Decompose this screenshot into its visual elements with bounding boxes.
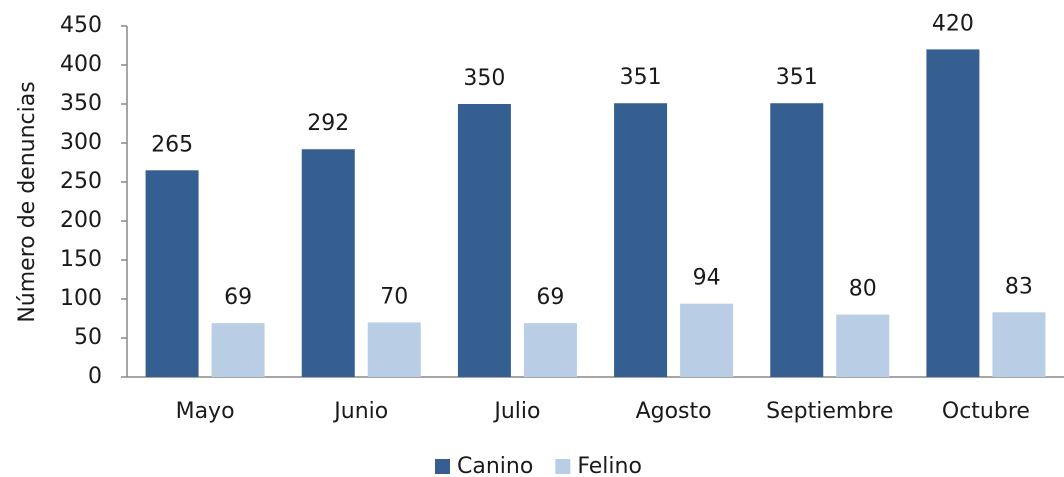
data-label: 69 (536, 285, 564, 310)
data-label: 69 (224, 285, 252, 310)
bar (523, 323, 577, 377)
legend-swatch (555, 459, 571, 474)
bar (457, 104, 511, 377)
y-tick-label: 0 (88, 364, 102, 389)
data-label: 94 (693, 266, 721, 291)
y-tick-label: 100 (60, 286, 102, 311)
y-tick-label: 300 (60, 130, 102, 155)
y-tick-label: 50 (74, 325, 102, 350)
y-tick-label: 250 (60, 169, 102, 194)
y-axis-label: Número de denuncias (15, 81, 40, 322)
data-label: 351 (776, 65, 818, 90)
x-tick-label: Julio (492, 399, 540, 424)
bar (680, 303, 734, 377)
bar (770, 103, 824, 377)
data-label: 80 (849, 277, 877, 302)
x-tick-label: Septiembre (766, 399, 893, 424)
bar (836, 314, 890, 377)
x-tick-label: Mayo (176, 399, 235, 424)
y-tick-label: 450 (60, 13, 102, 38)
x-tick-label: Agosto (636, 399, 712, 424)
data-label: 350 (463, 66, 505, 91)
bar (211, 323, 265, 377)
data-label: 265 (151, 132, 193, 157)
x-tick-label: Junio (332, 399, 388, 424)
legend-label: Felino (577, 454, 642, 477)
data-label: 351 (620, 65, 662, 90)
y-tick-label: 400 (60, 52, 102, 77)
bar (926, 49, 980, 378)
y-tick-label: 200 (60, 208, 102, 233)
data-label: 70 (380, 284, 408, 309)
bar (145, 170, 199, 377)
bar (992, 312, 1046, 377)
bar (367, 322, 421, 377)
y-tick-label: 350 (60, 91, 102, 116)
x-tick-label: Octubre (942, 399, 1030, 424)
data-label: 292 (307, 111, 349, 136)
legend-label: Canino (457, 454, 533, 477)
legend-swatch (435, 459, 450, 474)
bar (614, 103, 668, 377)
data-label: 83 (1005, 274, 1033, 299)
data-label: 420 (932, 11, 974, 36)
bar (301, 149, 355, 377)
y-tick-label: 150 (60, 247, 102, 272)
